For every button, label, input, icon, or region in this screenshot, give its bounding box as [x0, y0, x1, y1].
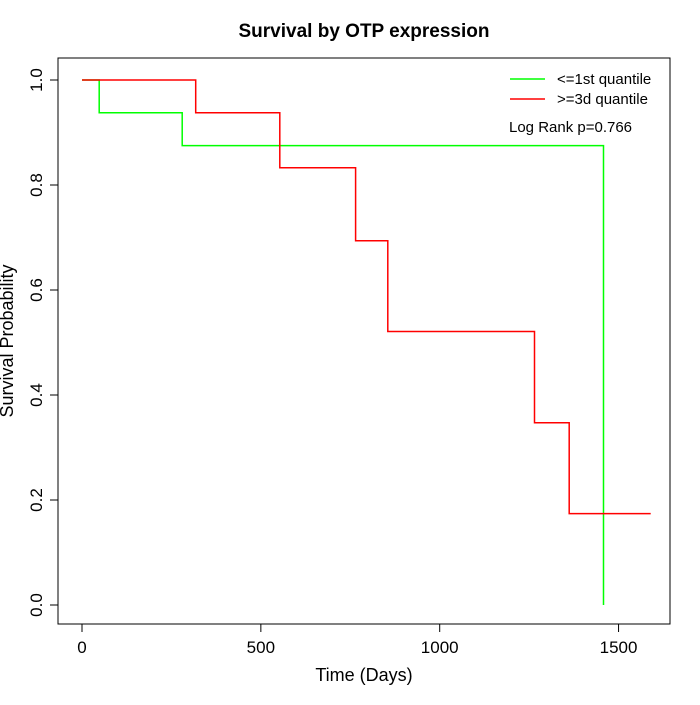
y-tick-label: 0.6: [27, 278, 46, 302]
series-layer: [82, 79, 651, 605]
x-tick-label: 500: [247, 638, 275, 657]
legend: <=1st quantile >=3d quantile: [510, 71, 651, 108]
y-tick-label: 0.2: [27, 488, 46, 512]
log-rank-annotation: Log Rank p=0.766: [509, 119, 632, 136]
x-tick-label: 0: [77, 638, 86, 657]
legend-label-1: <=1st quantile: [557, 71, 651, 88]
y-tick-label: 0.8: [27, 173, 46, 197]
legend-label-2: >=3d quantile: [557, 91, 648, 108]
y-tick-label: 1.0: [27, 68, 46, 92]
y-tick-label: 0.4: [27, 383, 46, 407]
y-tick-label: 0.0: [27, 593, 46, 617]
y-axis-label: Survival Probability: [0, 264, 17, 417]
chart-title: Survival by OTP expression: [239, 21, 490, 42]
x-axis: 0 500 1000 1500: [77, 623, 638, 657]
y-axis: 0.0 0.2 0.4 0.6 0.8 1.0: [27, 68, 59, 617]
x-axis-label: Time (Days): [315, 665, 412, 685]
x-tick-label: 1000: [421, 638, 459, 657]
series-line-2: [82, 79, 651, 515]
x-tick-label: 1500: [600, 638, 638, 657]
